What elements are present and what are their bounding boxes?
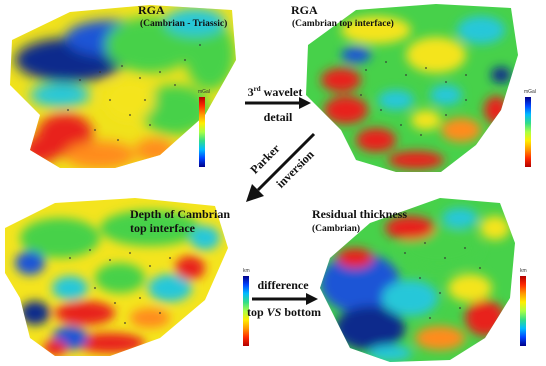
difference-label-line1: difference — [257, 278, 309, 292]
wavelet-label-rest: wavelet — [260, 85, 303, 99]
rga-top-subtitle: (Cambrian top interface) — [292, 19, 394, 29]
difference-label-line2: top VS bottom — [244, 305, 324, 319]
wavelet-label: 3rd wavelet — [240, 82, 310, 99]
thickness-unit: km — [520, 268, 527, 274]
panel-rga-cambrian-triassic: RGA (Cambrian - Triassic) mGal — [0, 0, 250, 180]
wavelet-label-line2: detail — [263, 110, 293, 124]
rga-full-unit: mGal — [198, 89, 210, 95]
panel-residual-thickness: Residual thickness (Cambrian) km — [310, 188, 546, 366]
panel-rga-cambrian-top: RGA (Cambrian top interface) mGal — [286, 0, 546, 180]
wavelet-label-sup: rd — [253, 85, 261, 93]
depth-cambrian-map — [5, 198, 228, 356]
panel-depth-cambrian-top: Depth of Cambrian top interface km — [0, 188, 265, 366]
rga-full-subtitle: (Cambrian - Triassic) — [140, 19, 228, 29]
depth-unit: km — [243, 268, 250, 274]
residual-thickness-map — [320, 198, 515, 362]
rga-cambrian-triassic-map — [10, 5, 236, 168]
rga-cambrian-top-map — [306, 4, 518, 172]
difference-line2-vs: VS — [266, 305, 282, 319]
wavelet-arrow — [245, 97, 311, 109]
wavelet-label-num: 3 — [247, 85, 254, 99]
rga-full-title: RGA — [138, 3, 165, 17]
difference-arrow — [252, 293, 318, 305]
difference-line2-c: bottom — [281, 305, 322, 319]
parker-arrow — [246, 132, 316, 202]
rga-full-colorbar — [199, 97, 205, 167]
thickness-colorbar — [520, 276, 526, 346]
thickness-subtitle: (Cambrian) — [312, 224, 361, 234]
thickness-title: Residual thickness — [312, 207, 408, 221]
depth-title-line1: Depth of Cambrian — [130, 207, 231, 221]
rga-top-title: RGA — [291, 3, 318, 17]
difference-line2-a: top — [246, 305, 267, 319]
rga-top-unit: mGal — [524, 89, 536, 95]
depth-colorbar — [243, 276, 249, 346]
rga-top-colorbar — [525, 97, 531, 167]
depth-title-line2: top interface — [130, 221, 195, 235]
